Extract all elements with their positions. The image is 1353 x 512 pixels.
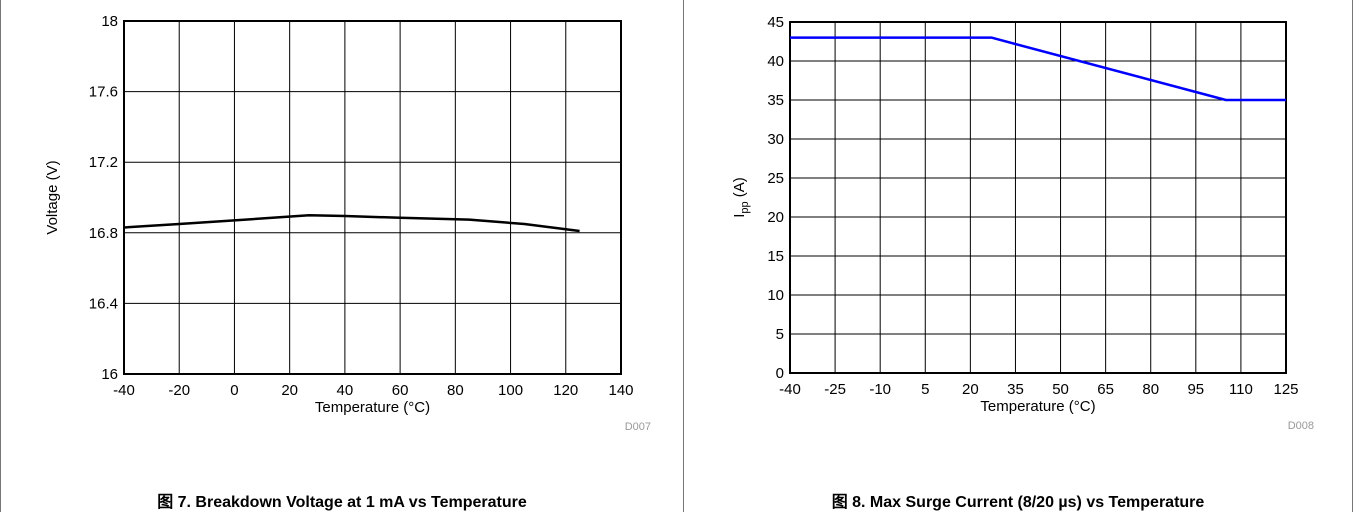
series-line [123, 213, 580, 233]
y-tick-label: 40 [767, 53, 784, 70]
y-tick-label: 16.8 [89, 225, 118, 242]
x-tick-label: -40 [113, 382, 135, 399]
x-tick-label: 110 [1229, 381, 1253, 398]
figure-caption: 图 7. Breakdown Voltage at 1 mA vs Temper… [157, 494, 527, 511]
plot-frame [789, 21, 1287, 374]
x-tick-label: 60 [392, 382, 409, 399]
x-tick-label: 50 [1052, 381, 1069, 398]
x-tick-label: 65 [1097, 381, 1114, 398]
y-axis-title-subscript: pp [739, 201, 751, 213]
y-axis-title-main: I [731, 214, 748, 218]
x-tick-label: 120 [553, 382, 578, 399]
chart-panel-breakdown-voltage: -40 -20 0 20 40 60 80 100 120 140 16 16.4 16.8 17.2 17… [0, 0, 684, 512]
x-tick-label: -10 [869, 381, 891, 398]
y-axis-title: Ipp (A) [731, 177, 751, 218]
y-tick-label: 18 [101, 13, 118, 30]
x-tick-label: -20 [168, 382, 190, 399]
plot-frame [123, 20, 622, 375]
y-tick-label: 10 [767, 287, 784, 304]
y-tick-label: 35 [767, 92, 784, 109]
chart-breakdown-voltage: -40 -20 0 20 40 60 80 100 120 140 16 16.4 16.8 17.2 17… [44, 13, 651, 433]
x-tick-label: 80 [1142, 381, 1159, 398]
x-tick-label: 35 [1007, 381, 1024, 398]
x-axis-title: Temperature (°C) [980, 398, 1095, 415]
y-tick-label: 15 [767, 248, 784, 265]
figure-code-label: D007 [625, 421, 651, 433]
chart-max-surge-current: -40 -25 -10 5 20 35 50 65 80 95 110 125 0 5 10 15 20 25 30… [731, 14, 1314, 432]
x-tick-label: 95 [1187, 381, 1204, 398]
chart-panel-max-surge-current: -40 -25 -10 5 20 35 50 65 80 95 110 125 0 5 10 15 20 25 30… [684, 0, 1353, 512]
x-tick-label: 125 [1273, 381, 1298, 398]
x-tick-label: 5 [921, 381, 929, 398]
x-tick-label: 100 [498, 382, 523, 399]
series-line [790, 36, 1286, 102]
y-tick-label: 16.4 [89, 295, 118, 312]
x-tick-label: 0 [230, 382, 238, 399]
figure-code-label: D008 [1288, 420, 1314, 432]
x-tick-label: 80 [447, 382, 464, 399]
y-tick-label: 30 [767, 131, 784, 148]
y-tick-label: 45 [767, 14, 784, 31]
x-axis-title: Temperature (°C) [315, 399, 430, 416]
y-tick-label: 17.2 [89, 154, 118, 171]
y-tick-label: 20 [767, 209, 784, 226]
x-tick-label: 20 [281, 382, 298, 399]
x-tick-label: 140 [608, 382, 633, 399]
y-tick-label: 0 [776, 365, 784, 382]
y-axis-title-unit: (A) [731, 177, 748, 201]
x-tick-label: -40 [779, 381, 801, 398]
y-tick-label: 25 [767, 170, 784, 187]
x-tick-label: 40 [337, 382, 354, 399]
y-axis-title: Voltage (V) [44, 160, 61, 234]
y-tick-label: 17.6 [89, 84, 118, 101]
y-tick-label: 5 [776, 326, 784, 343]
x-tick-label: -25 [824, 381, 846, 398]
x-tick-label: 20 [962, 381, 979, 398]
y-tick-label: 16 [101, 366, 118, 383]
figure-caption: 图 8. Max Surge Current (8/20 µs) vs Temp… [831, 494, 1205, 511]
